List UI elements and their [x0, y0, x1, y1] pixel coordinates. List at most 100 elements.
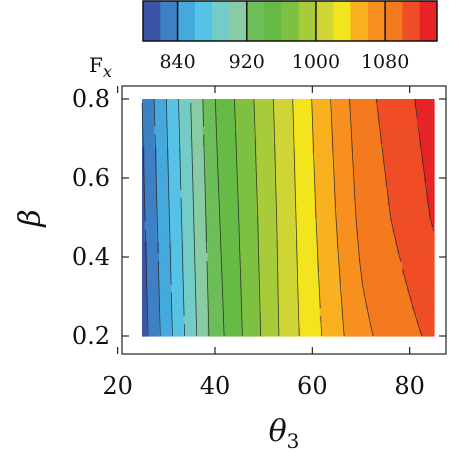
- contour-cell: [159, 291, 172, 296]
- contour-cell: [207, 279, 223, 284]
- colorbar-tick-label: 1080: [361, 51, 409, 73]
- contour-cell: [219, 193, 238, 198]
- contour-cell: [207, 303, 223, 307]
- contour-cell: [236, 187, 257, 192]
- contour-cell: [322, 333, 345, 337]
- contour-cell: [412, 300, 435, 305]
- contour-cell: [205, 199, 221, 204]
- contour-cell: [180, 223, 194, 227]
- contour-cell: [166, 131, 180, 136]
- contour-cell: [195, 253, 209, 257]
- contour-cell: [207, 258, 223, 263]
- contour-cell: [297, 279, 321, 284]
- contour-cell: [380, 122, 418, 127]
- contour-cell: [253, 113, 274, 118]
- contour-cell: [144, 161, 158, 165]
- contour-cell: [154, 119, 167, 124]
- contour-cell: [236, 173, 257, 177]
- contour-cell: [419, 324, 435, 328]
- contour-cell: [222, 309, 243, 313]
- contour-cell: [142, 229, 146, 233]
- contour-cell: [351, 125, 382, 130]
- contour-cell: [234, 99, 255, 103]
- contour-cell: [144, 146, 158, 150]
- contour-cell: [361, 261, 403, 266]
- contour-cell: [159, 309, 172, 313]
- contour-cell: [319, 318, 345, 322]
- contour-cell: [146, 297, 160, 302]
- contour-cell: [180, 202, 194, 207]
- contour-cell: [217, 176, 238, 180]
- contour-cell: [387, 196, 428, 201]
- contour-cell: [292, 146, 313, 150]
- contour-cell: [156, 176, 170, 180]
- contour-cell: [295, 205, 316, 210]
- contour-cell: [426, 181, 435, 186]
- contour-cell: [353, 167, 386, 171]
- contour-cell: [236, 131, 255, 136]
- contour-cell: [180, 199, 194, 204]
- contour-cell: [341, 300, 367, 305]
- contour-cell: [193, 158, 206, 162]
- contour-cell: [205, 214, 221, 219]
- contour-cell: [156, 208, 170, 213]
- contour-cell: [300, 330, 323, 334]
- contour-cell: [178, 128, 192, 133]
- contour-cell: [142, 196, 146, 201]
- contour-cell: [261, 333, 279, 337]
- contour-cell: [171, 264, 184, 269]
- contour-cell: [224, 321, 243, 325]
- contour-cell: [159, 267, 172, 272]
- contour-cell: [426, 199, 435, 204]
- contour-cell: [205, 146, 219, 150]
- contour-cell: [361, 279, 406, 284]
- contour-cell: [419, 131, 435, 136]
- contour-cell: [215, 101, 236, 106]
- contour-cell: [314, 170, 335, 174]
- contour-cell: [183, 306, 197, 310]
- contour-cell: [353, 164, 386, 168]
- contour-cell: [146, 318, 160, 322]
- contour-cell: [180, 208, 194, 213]
- contour-cell: [395, 238, 435, 242]
- contour-cell: [144, 193, 158, 198]
- contour-cell: [168, 220, 182, 225]
- contour-cell: [334, 184, 355, 189]
- contour-cell: [275, 173, 296, 177]
- contour-cell: [156, 178, 170, 183]
- contour-cell: [261, 330, 279, 334]
- contour-cell: [339, 267, 362, 272]
- contour-cell: [273, 137, 294, 142]
- contour-cell: [278, 276, 299, 281]
- contour-cell: [341, 291, 365, 296]
- contour-cell: [217, 184, 238, 189]
- contour-cell: [217, 170, 238, 174]
- contour-cell: [224, 324, 243, 328]
- contour-cell: [295, 178, 316, 183]
- contour-cell: [183, 315, 197, 319]
- contour-cell: [142, 288, 148, 293]
- contour-line: [234, 98, 243, 337]
- contour-cell: [317, 217, 338, 222]
- contour-cell: [426, 196, 435, 201]
- contour-cell: [183, 321, 197, 325]
- contour-cell: [142, 261, 148, 266]
- contour-cell: [278, 261, 299, 266]
- contour-cell: [380, 137, 420, 142]
- contour-cell: [222, 294, 243, 299]
- contour-cell: [295, 190, 316, 195]
- contour-cell: [171, 247, 184, 251]
- contour-cell: [142, 176, 146, 180]
- contour-cell: [236, 146, 257, 150]
- contour-cell: [339, 253, 360, 257]
- contour-cell: [168, 184, 182, 189]
- contour-cell: [258, 214, 277, 219]
- contour-cell: [215, 116, 236, 121]
- contour-cell: [171, 321, 184, 325]
- x-tick-label: 20: [102, 372, 133, 400]
- contour-cell: [273, 122, 294, 127]
- contour-cell: [195, 321, 209, 325]
- contour-cell: [334, 164, 355, 168]
- contour-cell: [144, 155, 158, 159]
- contour-cell: [171, 279, 184, 284]
